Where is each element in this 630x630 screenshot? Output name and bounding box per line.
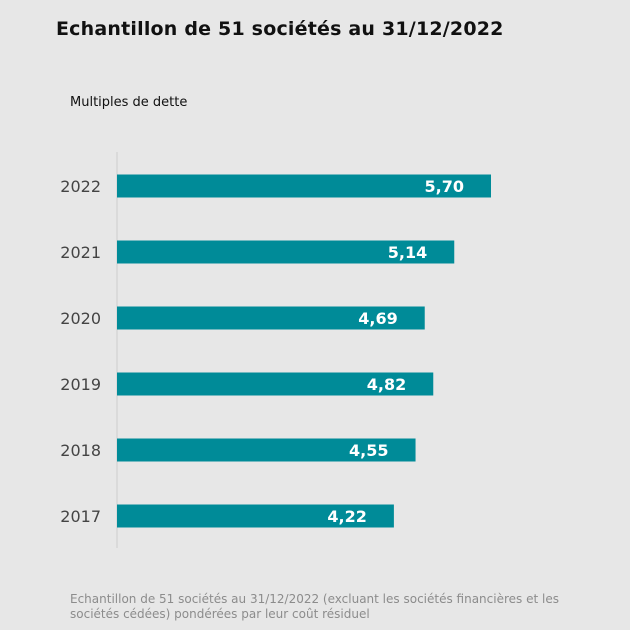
bar (117, 438, 416, 462)
category-label: 2022 (60, 177, 101, 196)
bar-value-label: 4,55 (349, 441, 388, 460)
category-label: 2021 (60, 243, 101, 262)
chart-footnote: Echantillon de 51 sociétés au 31/12/2022… (70, 592, 559, 621)
category-label: 2017 (60, 507, 101, 526)
chart-title: Echantillon de 51 sociétés au 31/12/2022 (56, 18, 504, 40)
chart-subtitle: Multiples de dette (70, 95, 188, 110)
category-label: 2018 (60, 441, 101, 460)
bar-value-label: 5,70 (425, 177, 464, 196)
bar-value-label: 4,69 (358, 309, 397, 328)
bar (117, 504, 394, 528)
bar (117, 240, 455, 264)
bar (117, 372, 434, 396)
bar-value-label: 4,22 (327, 507, 366, 526)
category-label: 2019 (60, 375, 101, 394)
bar-value-label: 5,14 (388, 243, 427, 262)
category-label: 2020 (60, 309, 101, 328)
bar (117, 174, 491, 198)
bar (117, 306, 425, 330)
bar-value-label: 4,82 (367, 375, 406, 394)
